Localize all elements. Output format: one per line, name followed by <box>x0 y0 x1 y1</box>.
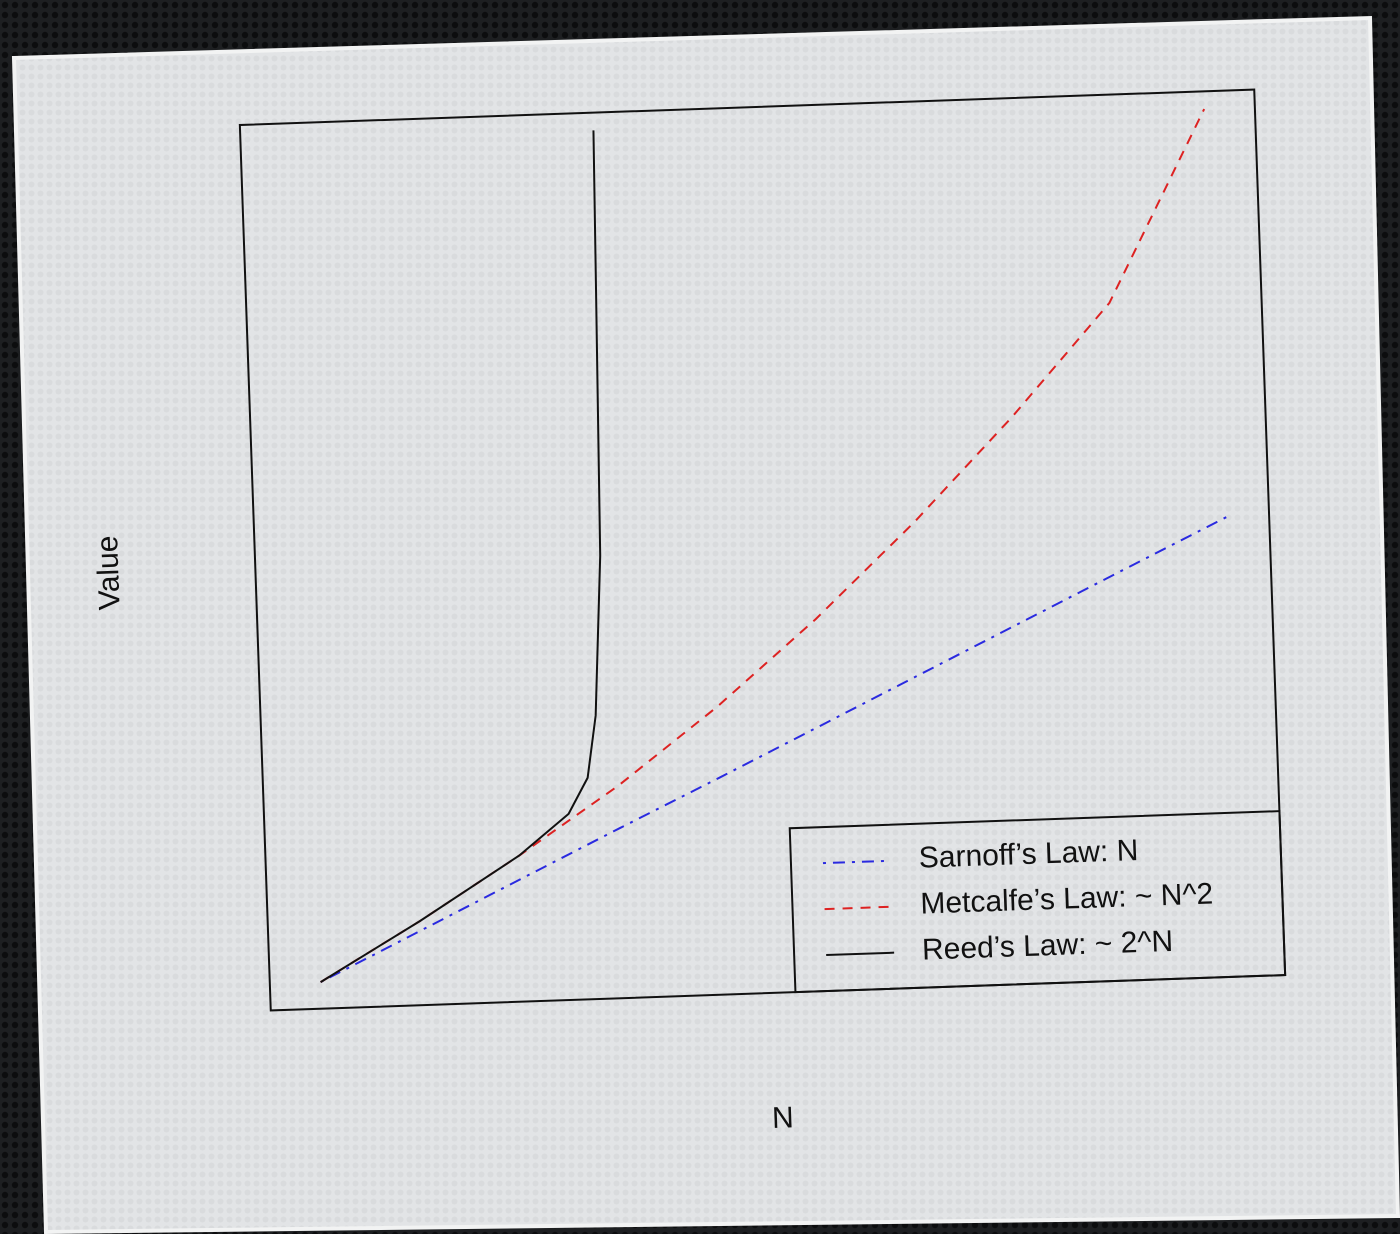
page: {"chart_data": { "type": "line", "x_labe… <box>0 0 1400 1234</box>
x-axis-label: N <box>771 1101 794 1135</box>
paper <box>14 18 1398 1232</box>
screenshot: Value N Sarnoff’s Law: NMetcalfe’s Law: … <box>0 0 1400 1234</box>
y-axis-label: Value <box>91 535 127 611</box>
